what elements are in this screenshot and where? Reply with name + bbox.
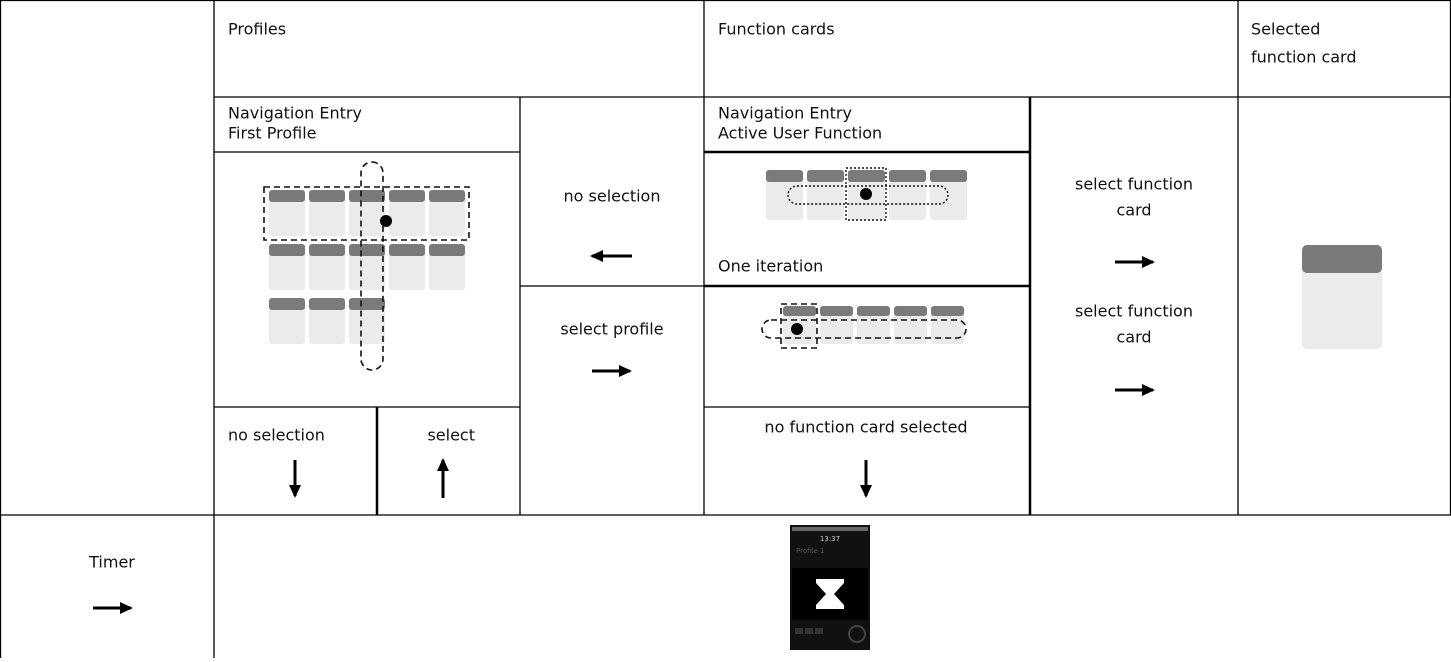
arrow-head	[860, 485, 872, 498]
card-top	[269, 298, 305, 310]
screen-time: 13:37	[820, 535, 840, 543]
header: Function cards	[718, 20, 835, 39]
timer-screen: 13:37 Profile 1	[790, 525, 870, 650]
label: no selection	[228, 426, 325, 445]
card-top	[349, 298, 385, 310]
card-top	[429, 244, 465, 256]
arrow-head	[289, 485, 301, 498]
card-top	[349, 244, 385, 256]
label: Timer	[88, 553, 135, 572]
card-top	[930, 170, 967, 182]
header: Selected	[1251, 20, 1320, 39]
header: function card	[1251, 48, 1357, 67]
arrow-head	[590, 250, 603, 262]
focus-dot	[860, 188, 872, 200]
arrow-head	[1142, 256, 1155, 268]
arrow-head	[437, 458, 449, 471]
card-top	[848, 170, 885, 182]
card-top	[389, 190, 425, 202]
card-top	[820, 306, 853, 316]
card	[807, 170, 844, 220]
label: select profile	[560, 320, 663, 339]
card-top	[309, 298, 345, 310]
label: no function card selected	[764, 418, 967, 437]
card-top	[349, 190, 385, 202]
arrow-head	[120, 602, 133, 614]
card-top	[807, 170, 844, 182]
card-top	[766, 170, 803, 182]
label: Navigation Entry	[718, 104, 852, 123]
label: Active User Function	[718, 124, 882, 143]
label: select	[427, 426, 475, 445]
label: no selection	[564, 187, 661, 206]
selected-card-top	[1302, 245, 1382, 273]
label: Navigation Entry	[228, 104, 362, 123]
label: card	[1116, 328, 1151, 347]
iteration-path	[761, 319, 967, 339]
iteration-path	[787, 185, 949, 205]
label: select function	[1075, 175, 1193, 194]
selection-outline	[845, 167, 887, 221]
selection-outline	[360, 161, 384, 371]
card-top	[857, 306, 890, 316]
focus-dot	[380, 215, 392, 227]
card-top	[889, 170, 926, 182]
card-top	[429, 190, 465, 202]
selection-outline	[263, 186, 470, 241]
label: card	[1116, 201, 1151, 220]
card-top	[389, 244, 425, 256]
label: First Profile	[228, 124, 317, 143]
card	[889, 170, 926, 220]
header: Profiles	[228, 20, 286, 39]
screen-profile: Profile 1	[796, 547, 824, 555]
label: One iteration	[718, 257, 823, 276]
label: select function	[1075, 302, 1193, 321]
card-top	[269, 190, 305, 202]
arrow-head	[1142, 384, 1155, 396]
card-top	[783, 306, 816, 316]
card-top	[931, 306, 964, 316]
card-top	[269, 244, 305, 256]
card-top	[309, 190, 345, 202]
arrow-head	[619, 365, 632, 377]
card	[766, 170, 803, 220]
illustrations	[93, 161, 1382, 614]
card-top	[309, 244, 345, 256]
focus-dot	[791, 323, 803, 335]
card-top	[894, 306, 927, 316]
